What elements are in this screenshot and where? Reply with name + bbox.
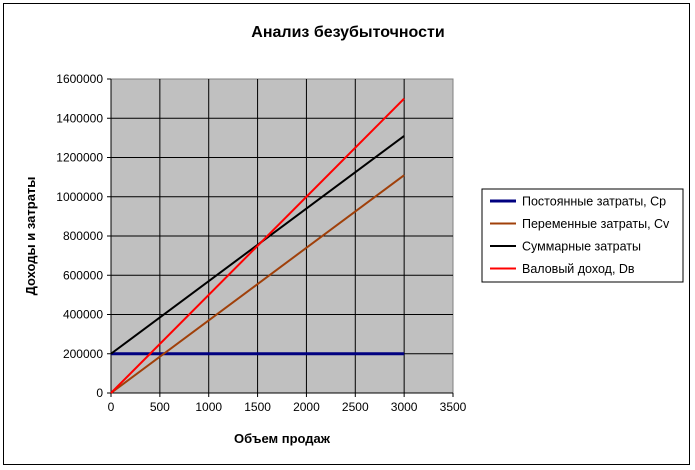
y-tick-label: 1000000 bbox=[56, 190, 103, 204]
y-tick-label: 1600000 bbox=[56, 72, 103, 86]
y-tick-label: 1200000 bbox=[56, 151, 103, 165]
legend-label: Постоянные затраты, Ср bbox=[522, 195, 666, 209]
y-tick-label: 400000 bbox=[63, 308, 103, 322]
y-tick-labels: 0 200000 400000 600000 800000 1000000 1200000 1… bbox=[56, 72, 111, 400]
legend-items: Постоянные затраты, Ср Переменные затраты… bbox=[490, 195, 670, 276]
legend-label: Переменные затраты, Сv bbox=[522, 217, 670, 231]
x-tick-label: 500 bbox=[150, 400, 170, 414]
chart-svg: Анализ безубыточности 0 500 1000 1500 2000 25… bbox=[23, 24, 684, 446]
chart-title: Анализ безубыточности bbox=[251, 24, 444, 41]
series-lines bbox=[110, 97, 405, 394]
x-tick-label: 1500 bbox=[244, 400, 271, 414]
x-tick-labels: 0 500 1000 1500 2000 2500 3000 3500 bbox=[108, 393, 467, 414]
x-axis-label: Объем продаж bbox=[234, 431, 331, 446]
legend-label: Валовый доход, Dв bbox=[522, 262, 635, 276]
y-tick-label: 600000 bbox=[63, 268, 103, 282]
y-tick-label: 1400000 bbox=[56, 111, 103, 125]
x-tick-label: 1000 bbox=[195, 400, 222, 414]
legend: Постоянные затраты, Ср Переменные затраты… bbox=[481, 188, 684, 283]
y-tick-label: 0 bbox=[96, 386, 103, 400]
x-tick-label: 0 bbox=[108, 400, 115, 414]
series-line-4 bbox=[110, 97, 405, 394]
chart-frame: Анализ безубыточности 0 500 1000 1500 2000 25… bbox=[3, 3, 690, 465]
x-tick-label: 3000 bbox=[391, 400, 418, 414]
x-tick-label: 2500 bbox=[342, 400, 369, 414]
y-axis-label: Доходы и затраты bbox=[23, 177, 38, 296]
series-line-2 bbox=[110, 174, 405, 394]
legend-box bbox=[481, 188, 684, 283]
y-tick-label: 200000 bbox=[63, 347, 103, 361]
x-tick-label: 3500 bbox=[440, 400, 467, 414]
y-tick-label: 800000 bbox=[63, 229, 103, 243]
legend-label: Суммарные затраты bbox=[522, 240, 641, 254]
x-tick-label: 2000 bbox=[293, 400, 320, 414]
